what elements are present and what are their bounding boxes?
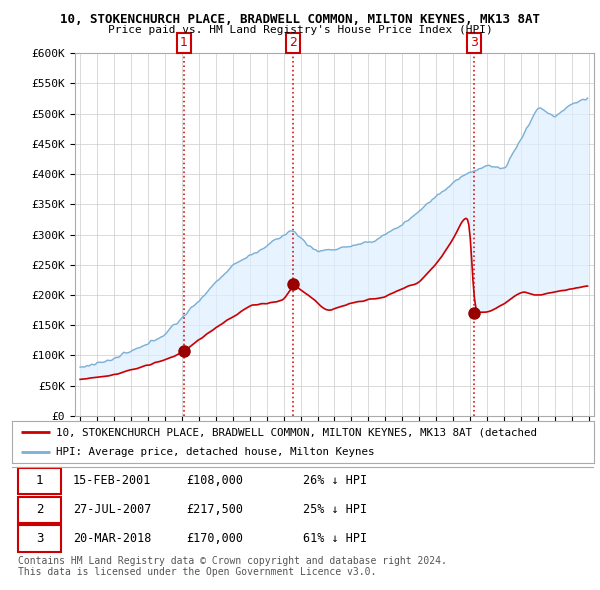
Text: 1: 1 bbox=[180, 37, 188, 50]
Text: HPI: Average price, detached house, Milton Keynes: HPI: Average price, detached house, Milt… bbox=[56, 447, 374, 457]
Text: 10, STOKENCHURCH PLACE, BRADWELL COMMON, MILTON KEYNES, MK13 8AT (detached: 10, STOKENCHURCH PLACE, BRADWELL COMMON,… bbox=[56, 427, 536, 437]
Text: 20-MAR-2018: 20-MAR-2018 bbox=[73, 532, 151, 545]
FancyBboxPatch shape bbox=[18, 526, 61, 552]
Text: 25% ↓ HPI: 25% ↓ HPI bbox=[303, 503, 367, 516]
Text: Price paid vs. HM Land Registry's House Price Index (HPI): Price paid vs. HM Land Registry's House … bbox=[107, 25, 493, 35]
Text: 61% ↓ HPI: 61% ↓ HPI bbox=[303, 532, 367, 545]
Text: £170,000: £170,000 bbox=[187, 532, 244, 545]
Text: 26% ↓ HPI: 26% ↓ HPI bbox=[303, 474, 367, 487]
Text: 2: 2 bbox=[36, 503, 43, 516]
FancyBboxPatch shape bbox=[18, 468, 61, 494]
Text: Contains HM Land Registry data © Crown copyright and database right 2024.
This d: Contains HM Land Registry data © Crown c… bbox=[18, 556, 447, 578]
Text: £108,000: £108,000 bbox=[187, 474, 244, 487]
Text: 1: 1 bbox=[36, 474, 43, 487]
Text: 10, STOKENCHURCH PLACE, BRADWELL COMMON, MILTON KEYNES, MK13 8AT: 10, STOKENCHURCH PLACE, BRADWELL COMMON,… bbox=[60, 13, 540, 26]
Text: 2: 2 bbox=[289, 37, 297, 50]
Text: 27-JUL-2007: 27-JUL-2007 bbox=[73, 503, 151, 516]
Text: 3: 3 bbox=[36, 532, 43, 545]
Text: 15-FEB-2001: 15-FEB-2001 bbox=[73, 474, 151, 487]
Text: 3: 3 bbox=[470, 37, 478, 50]
FancyBboxPatch shape bbox=[18, 497, 61, 523]
Text: £217,500: £217,500 bbox=[187, 503, 244, 516]
